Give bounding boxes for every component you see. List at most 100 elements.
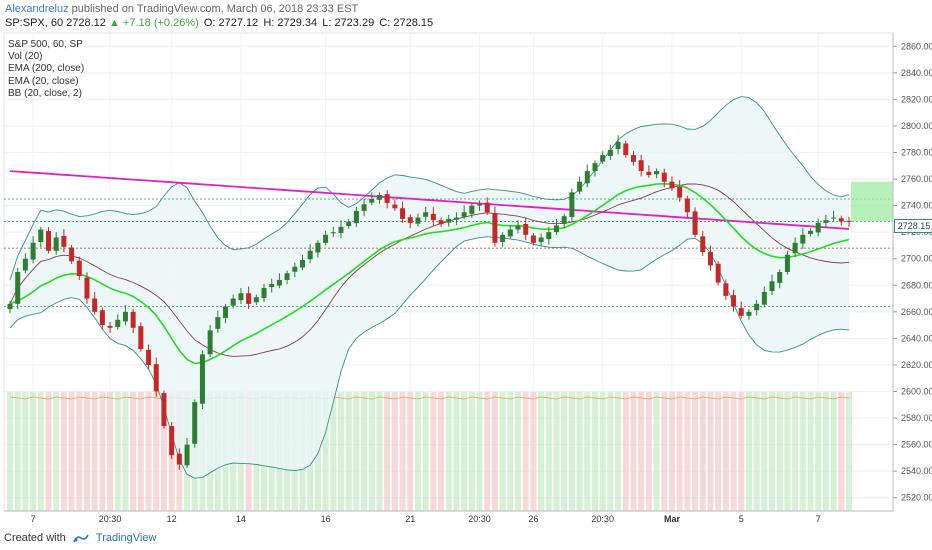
candle-body (276, 279, 282, 286)
legend-bb[interactable]: BB (20, close, 2) (8, 87, 82, 99)
candle-body (731, 295, 737, 307)
price-tick-label: 2640.00 (901, 333, 932, 343)
candle-body (484, 202, 490, 213)
volume-bar (438, 392, 445, 511)
volume-bar (769, 392, 776, 511)
time-tick-label: 7 (816, 514, 821, 524)
candle-body (400, 208, 406, 219)
volume-bar (776, 392, 783, 511)
time-axis: 7 20:30 12 14 16 21 20:30 26 20:30 Mar 5 7 (4, 510, 893, 524)
candle-body (754, 303, 760, 311)
candle-body (438, 220, 444, 225)
author-link[interactable]: Alexandreluz (5, 3, 69, 15)
volume-bar (561, 392, 568, 511)
volume-bar (822, 392, 829, 511)
volume-bar (799, 392, 806, 511)
candle-body (115, 319, 121, 327)
volume-bar (422, 392, 429, 511)
candle-body (53, 237, 59, 251)
time-tick-label: Mar (664, 514, 681, 524)
volume-bar (715, 392, 722, 511)
last-price: 2728.12 (66, 17, 106, 29)
candle-body (546, 232, 552, 240)
volume-bar (807, 392, 814, 511)
volume-bar (445, 392, 452, 511)
legend-ema200[interactable]: EMA (200, close) (8, 63, 85, 75)
time-tick-label: 14 (236, 514, 246, 524)
candle-body (138, 326, 144, 350)
volume-bar (784, 392, 791, 511)
volume-bar (668, 392, 675, 511)
volume-bar (407, 392, 414, 511)
ema200-line (9, 170, 850, 230)
candle-body (122, 311, 128, 322)
candle-body (392, 204, 398, 209)
candle-body (492, 213, 498, 243)
candle-body (38, 229, 44, 242)
candle-body (715, 263, 721, 283)
candle-body (684, 198, 690, 213)
volume-bar (7, 392, 13, 511)
volume-ma-line (9, 396, 850, 400)
volume-bar (792, 392, 799, 511)
candle-body (299, 260, 305, 268)
volume-bar (22, 392, 29, 511)
volume-bar (391, 392, 398, 511)
volume-bar (553, 392, 560, 511)
volume-bar (484, 392, 491, 511)
volume-bar (76, 392, 83, 511)
time-tick-label: 16 (321, 514, 331, 524)
candle-body (800, 234, 806, 244)
volume-bar (322, 392, 329, 511)
tradingview-link[interactable]: TradingView (95, 532, 157, 544)
candle-body (169, 426, 175, 456)
volume-bar (499, 392, 506, 511)
candle-body (130, 311, 136, 328)
candle-body (592, 163, 598, 172)
candle-body (523, 223, 529, 235)
price-tick-label: 2800.00 (901, 121, 932, 131)
current-price-tag: 2728.15 (894, 219, 932, 233)
price-tick-label: 2840.00 (901, 68, 932, 78)
legend-volume[interactable]: Vol (20) (8, 51, 43, 63)
time-tick-label: 21 (405, 514, 415, 524)
time-tick-label: 20:30 (591, 514, 614, 524)
volume-bar (530, 392, 537, 511)
volume-bar (453, 392, 460, 511)
candle-body (569, 192, 575, 218)
time-tick-label: 7 (31, 514, 36, 524)
candle-body (7, 303, 13, 310)
candle-body (700, 236, 706, 253)
volume-bar (653, 392, 660, 511)
time-tick-label: 20:30 (468, 514, 491, 524)
time-tick-label: 12 (167, 514, 177, 524)
candle-body (769, 281, 775, 292)
bollinger-band-fill (10, 96, 849, 479)
candle-body (561, 216, 567, 224)
volume-bar (591, 392, 598, 511)
candle-body (669, 181, 675, 189)
candle-body (723, 283, 729, 296)
candle-body (30, 242, 36, 260)
volume-bar (830, 392, 837, 511)
candle-body (107, 325, 113, 328)
ema20-line (9, 182, 850, 365)
candle-body (554, 225, 560, 233)
candle-body (446, 218, 452, 223)
legend-title[interactable]: S&P 500, 60, SP (8, 39, 83, 50)
candle-body (846, 220, 852, 222)
legend-ema20[interactable]: EMA (20, close) (8, 75, 79, 87)
bollinger-lower (9, 236, 850, 479)
volume-bar (846, 392, 852, 511)
price-change: ▲ +7.18 (+0.26%) (108, 17, 199, 29)
candle-body (654, 171, 660, 175)
volume-bar (607, 392, 614, 511)
volume-bar (153, 392, 160, 511)
volume-bar (638, 392, 645, 511)
candle-body (99, 310, 105, 326)
candle-body (692, 211, 698, 235)
volume-bar (160, 392, 167, 511)
candle-body (638, 160, 644, 172)
volume-bar (399, 392, 406, 511)
